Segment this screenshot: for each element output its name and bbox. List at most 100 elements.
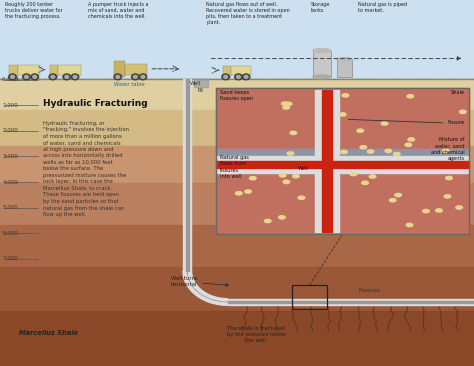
Ellipse shape (313, 49, 331, 52)
Circle shape (63, 74, 71, 80)
Text: Well: Well (190, 81, 201, 86)
Ellipse shape (381, 122, 388, 125)
Ellipse shape (369, 175, 376, 178)
Bar (292, 285, 327, 309)
Circle shape (237, 75, 240, 78)
Circle shape (134, 75, 137, 78)
Circle shape (114, 74, 121, 80)
Ellipse shape (283, 106, 290, 109)
Text: Pit: Pit (198, 88, 204, 93)
Ellipse shape (436, 209, 442, 212)
Bar (337, 59, 352, 77)
Ellipse shape (282, 102, 288, 105)
Bar (216, 149, 469, 173)
Ellipse shape (389, 199, 396, 202)
Bar (0, 110, 474, 146)
Circle shape (224, 75, 228, 78)
Ellipse shape (279, 216, 285, 219)
Bar (0, 311, 474, 366)
Text: Fissure: Fissure (447, 120, 465, 126)
Circle shape (139, 74, 147, 80)
Bar (0, 183, 474, 225)
Bar (0, 267, 474, 311)
Bar (223, 66, 231, 77)
Circle shape (25, 75, 28, 78)
Text: Shale: Shale (450, 90, 465, 95)
Bar (216, 88, 469, 234)
Text: Roughly 200 tanker
trucks deliver water for
the fracturing process.: Roughly 200 tanker trucks deliver water … (5, 2, 63, 19)
Ellipse shape (459, 110, 466, 113)
Circle shape (141, 75, 145, 78)
Text: Natural gas
flows from
fissures
into well: Natural gas flows from fissures into wel… (220, 155, 249, 179)
Ellipse shape (385, 149, 392, 153)
Circle shape (51, 75, 55, 78)
Text: Marcellus Shale: Marcellus Shale (19, 330, 78, 336)
Bar (125, 64, 147, 75)
Text: 3,000: 3,000 (2, 154, 18, 159)
Text: The shale is fractured
by the pressure inside
the well.: The shale is fractured by the pressure i… (227, 326, 285, 343)
Ellipse shape (423, 209, 429, 213)
Ellipse shape (245, 190, 251, 193)
Ellipse shape (444, 195, 451, 198)
Ellipse shape (357, 129, 364, 132)
Bar (58, 65, 81, 75)
Bar (313, 51, 331, 77)
Circle shape (23, 74, 30, 80)
Text: A pumper truck injects a
mix of sand, water and
chemicals into the well.: A pumper truck injects a mix of sand, wa… (88, 2, 148, 19)
Circle shape (31, 74, 38, 80)
Bar (228, 301, 474, 303)
Circle shape (73, 75, 77, 78)
Text: Storage
tanks: Storage tanks (310, 2, 330, 13)
Ellipse shape (395, 193, 401, 197)
Bar (0, 146, 474, 183)
Text: Water table: Water table (114, 82, 145, 87)
Text: 5,000: 5,000 (2, 205, 18, 210)
Circle shape (244, 75, 248, 78)
Text: 7,000: 7,000 (2, 256, 18, 261)
Circle shape (33, 75, 36, 78)
Text: 6,000: 6,000 (2, 231, 18, 236)
Circle shape (9, 74, 17, 80)
Ellipse shape (236, 192, 242, 195)
Circle shape (131, 74, 139, 80)
Bar (194, 79, 208, 87)
Bar (216, 88, 469, 234)
Ellipse shape (285, 102, 292, 105)
Bar (0, 225, 474, 267)
Ellipse shape (341, 150, 347, 154)
Ellipse shape (407, 95, 414, 98)
Bar (9, 65, 18, 77)
Text: Sand keeps
fissures open: Sand keeps fissures open (220, 90, 254, 101)
Bar (228, 299, 474, 305)
Ellipse shape (393, 152, 400, 156)
Ellipse shape (339, 113, 346, 116)
Circle shape (71, 74, 79, 80)
Ellipse shape (362, 181, 368, 184)
Ellipse shape (337, 57, 352, 61)
Bar (0, 0, 474, 79)
Bar (186, 79, 189, 271)
Ellipse shape (342, 94, 349, 97)
Ellipse shape (290, 131, 297, 135)
Text: Natural gas flows out of well.
Recovered water is stored in open
pits, then take: Natural gas flows out of well. Recovered… (206, 2, 290, 25)
Bar (216, 161, 469, 168)
Ellipse shape (313, 75, 331, 79)
Circle shape (11, 75, 15, 78)
Ellipse shape (287, 152, 294, 155)
Text: Mixture of
water, sand
and chemical
agents: Mixture of water, sand and chemical agen… (431, 137, 465, 161)
Bar (216, 156, 469, 173)
Bar (18, 65, 40, 75)
Text: Hydraulic fracturing, or
"fracking," involves the injection
of more than a milli: Hydraulic fracturing, or "fracking," inv… (43, 121, 128, 217)
Circle shape (242, 74, 250, 80)
Ellipse shape (446, 176, 452, 180)
Ellipse shape (405, 143, 411, 146)
Bar (50, 65, 58, 77)
Text: Well: Well (298, 167, 309, 171)
Circle shape (235, 74, 242, 80)
Ellipse shape (350, 172, 357, 176)
Circle shape (116, 75, 119, 78)
Bar (315, 90, 339, 232)
Ellipse shape (360, 146, 366, 149)
Polygon shape (183, 271, 228, 305)
Ellipse shape (367, 150, 374, 153)
